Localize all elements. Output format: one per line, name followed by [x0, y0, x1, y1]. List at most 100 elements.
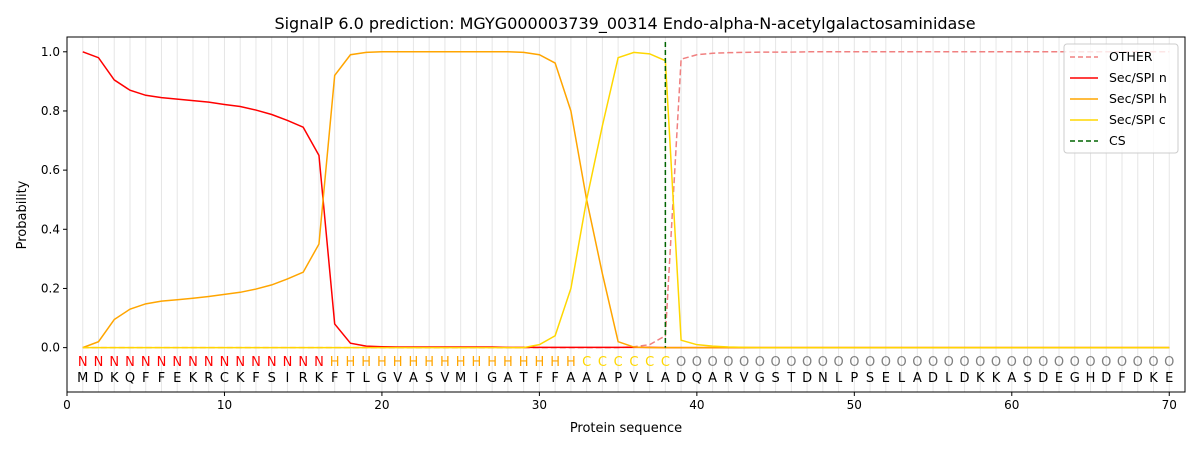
region-label: C [661, 355, 670, 370]
region-label: O [912, 355, 922, 370]
series-line-sec-spi-n [82, 51, 1170, 349]
region-label: O [1101, 355, 1111, 370]
series-line-sec-spi-h [82, 51, 1170, 349]
region-label: O [786, 355, 796, 370]
x-tick-label: 50 [847, 398, 862, 412]
region-label: O [959, 355, 969, 370]
x-axis-label: Protein sequence [570, 421, 682, 436]
region-label: H [487, 355, 497, 370]
region-label: N [157, 355, 167, 370]
region-label: N [141, 355, 151, 370]
x-tick-label: 20 [374, 398, 389, 412]
region-label: O [833, 355, 843, 370]
region-label: O [1054, 355, 1064, 370]
region-label: H [440, 355, 450, 370]
legend-label: Sec/SPI n [1109, 70, 1167, 85]
region-label: H [409, 355, 419, 370]
region-label: N [94, 355, 104, 370]
region-label: C [614, 355, 623, 370]
series-line-sec-spi-c [82, 51, 1170, 349]
region-label: O [944, 355, 954, 370]
x-tick-label: 10 [217, 398, 232, 412]
x-tick-label: 70 [1162, 398, 1177, 412]
region-label: N [78, 355, 88, 370]
legend-box [1063, 43, 1179, 154]
chart-title: SignalP 6.0 prediction: MGYG000003739_00… [274, 14, 975, 34]
region-label: H [519, 355, 529, 370]
region-label: O [755, 355, 765, 370]
region-label: N [188, 355, 198, 370]
region-label: N [109, 355, 119, 370]
region-label: H [424, 355, 434, 370]
region-label: O [739, 355, 749, 370]
y-tick-label: 1.0 [41, 45, 60, 59]
region-label: H [330, 355, 340, 370]
y-tick-label: 0.8 [41, 104, 60, 118]
region-label: N [125, 355, 135, 370]
region-label: C [629, 355, 638, 370]
region-label: O [975, 355, 985, 370]
x-tick-label: 60 [1004, 398, 1019, 412]
region-label: O [1164, 355, 1174, 370]
region-label: N [283, 355, 293, 370]
region-label: O [1007, 355, 1017, 370]
region-label: H [535, 355, 545, 370]
region-label: O [692, 355, 702, 370]
y-tick-label: 0.0 [41, 341, 60, 355]
region-label: H [377, 355, 387, 370]
region-label: N [235, 355, 245, 370]
region-label: O [802, 355, 812, 370]
region-label: N [172, 355, 182, 370]
x-tick-label: 40 [689, 398, 704, 412]
y-tick-label: 0.4 [41, 222, 60, 236]
legend-label: OTHER [1109, 49, 1153, 64]
plot-frame [66, 36, 1186, 393]
region-label: O [881, 355, 891, 370]
region-label: N [267, 355, 277, 370]
region-label: O [896, 355, 906, 370]
region-label: O [676, 355, 686, 370]
region-label: O [865, 355, 875, 370]
region-label: H [456, 355, 466, 370]
x-tick-label: 0 [63, 398, 71, 412]
region-label: C [645, 355, 654, 370]
y-axis-label: Probability [15, 180, 30, 249]
region-label: H [393, 355, 403, 370]
region-label: N [298, 355, 308, 370]
region-label: N [251, 355, 261, 370]
region-label: H [361, 355, 371, 370]
region-label: O [1070, 355, 1080, 370]
region-label: O [1148, 355, 1158, 370]
region-label: O [928, 355, 938, 370]
region-label: O [1038, 355, 1048, 370]
region-label: O [1085, 355, 1095, 370]
region-label: O [1117, 355, 1127, 370]
region-label: O [849, 355, 859, 370]
region-label: H [346, 355, 356, 370]
region-label: O [818, 355, 828, 370]
legend-label: Sec/SPI c [1109, 112, 1166, 127]
region-label: N [314, 355, 324, 370]
region-label: H [566, 355, 576, 370]
y-tick-label: 0.6 [41, 163, 60, 177]
x-tick-label: 30 [532, 398, 547, 412]
region-label: O [1133, 355, 1143, 370]
region-label: C [598, 355, 607, 370]
legend-label: CS [1109, 133, 1126, 148]
series-line-other [82, 51, 1170, 349]
region-label: C [582, 355, 591, 370]
region-label: O [707, 355, 717, 370]
region-label: N [204, 355, 214, 370]
region-label: O [723, 355, 733, 370]
y-tick-label: 0.2 [41, 281, 60, 295]
region-label: N [220, 355, 230, 370]
legend-label: Sec/SPI h [1109, 91, 1167, 106]
region-label: O [1022, 355, 1032, 370]
region-label: H [550, 355, 560, 370]
region-label: O [770, 355, 780, 370]
region-label: O [991, 355, 1001, 370]
residue-sequence: MDKQFFEKRCKFSIRKFTLGVASVMIGATFFAAAPVLADQ… [77, 371, 1173, 386]
region-label: H [472, 355, 482, 370]
region-label: H [503, 355, 513, 370]
